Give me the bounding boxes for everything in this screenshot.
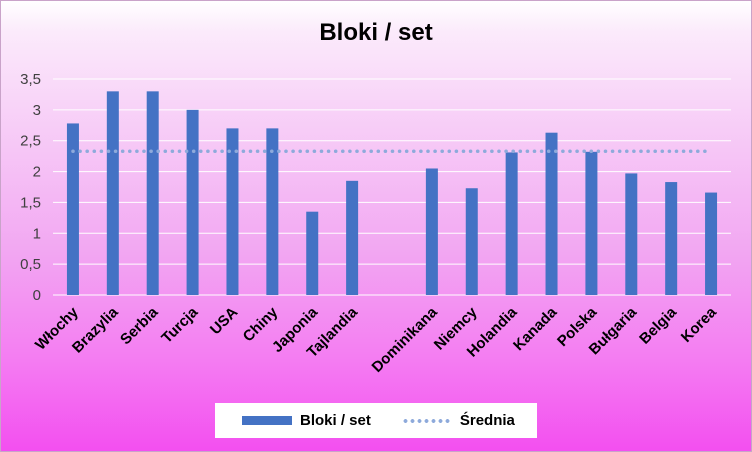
bar xyxy=(465,188,478,295)
x-tick-label: USA xyxy=(207,304,242,339)
x-tick-label: Korea xyxy=(678,303,721,346)
x-tick-label: Belgia xyxy=(636,303,680,347)
bar xyxy=(306,211,319,295)
bar xyxy=(106,91,119,295)
bar xyxy=(705,192,718,295)
x-tick-label: Kanada xyxy=(510,303,561,354)
bar xyxy=(585,151,598,295)
y-tick-label: 0,5 xyxy=(20,256,41,273)
y-tick-label: 2 xyxy=(33,164,41,181)
legend-bar-swatch xyxy=(242,416,292,425)
bar xyxy=(425,168,438,295)
x-tick-label: Dominikana xyxy=(369,303,442,376)
x-tick-label: Turcja xyxy=(158,303,202,347)
chart-title: Bloki / set xyxy=(319,19,433,46)
y-tick-label: 1 xyxy=(33,225,41,242)
legend-label-bars: Bloki / set xyxy=(300,412,371,429)
y-tick-label: 0 xyxy=(33,287,41,304)
bar xyxy=(346,180,359,295)
y-tick-label: 2,5 xyxy=(20,133,41,150)
legend-dotted-swatch xyxy=(401,418,452,423)
y-tick-label: 1,5 xyxy=(20,194,41,211)
legend-item-average: Średnia xyxy=(371,412,515,429)
bar xyxy=(625,173,638,295)
bar xyxy=(266,128,279,295)
x-tick-label: Serbia xyxy=(117,303,162,348)
bar xyxy=(186,109,199,295)
y-tick-label: 3 xyxy=(33,102,41,119)
legend-item-bars: Bloki / set xyxy=(215,412,371,429)
bar xyxy=(226,128,239,295)
bar xyxy=(146,91,159,295)
legend-label-average: Średnia xyxy=(459,412,515,429)
bar xyxy=(66,123,79,295)
bar xyxy=(545,132,558,295)
y-tick-label: 3,5 xyxy=(20,71,41,88)
legend: Bloki / set Średnia xyxy=(215,403,537,438)
bar xyxy=(505,152,518,295)
bar xyxy=(665,182,678,295)
